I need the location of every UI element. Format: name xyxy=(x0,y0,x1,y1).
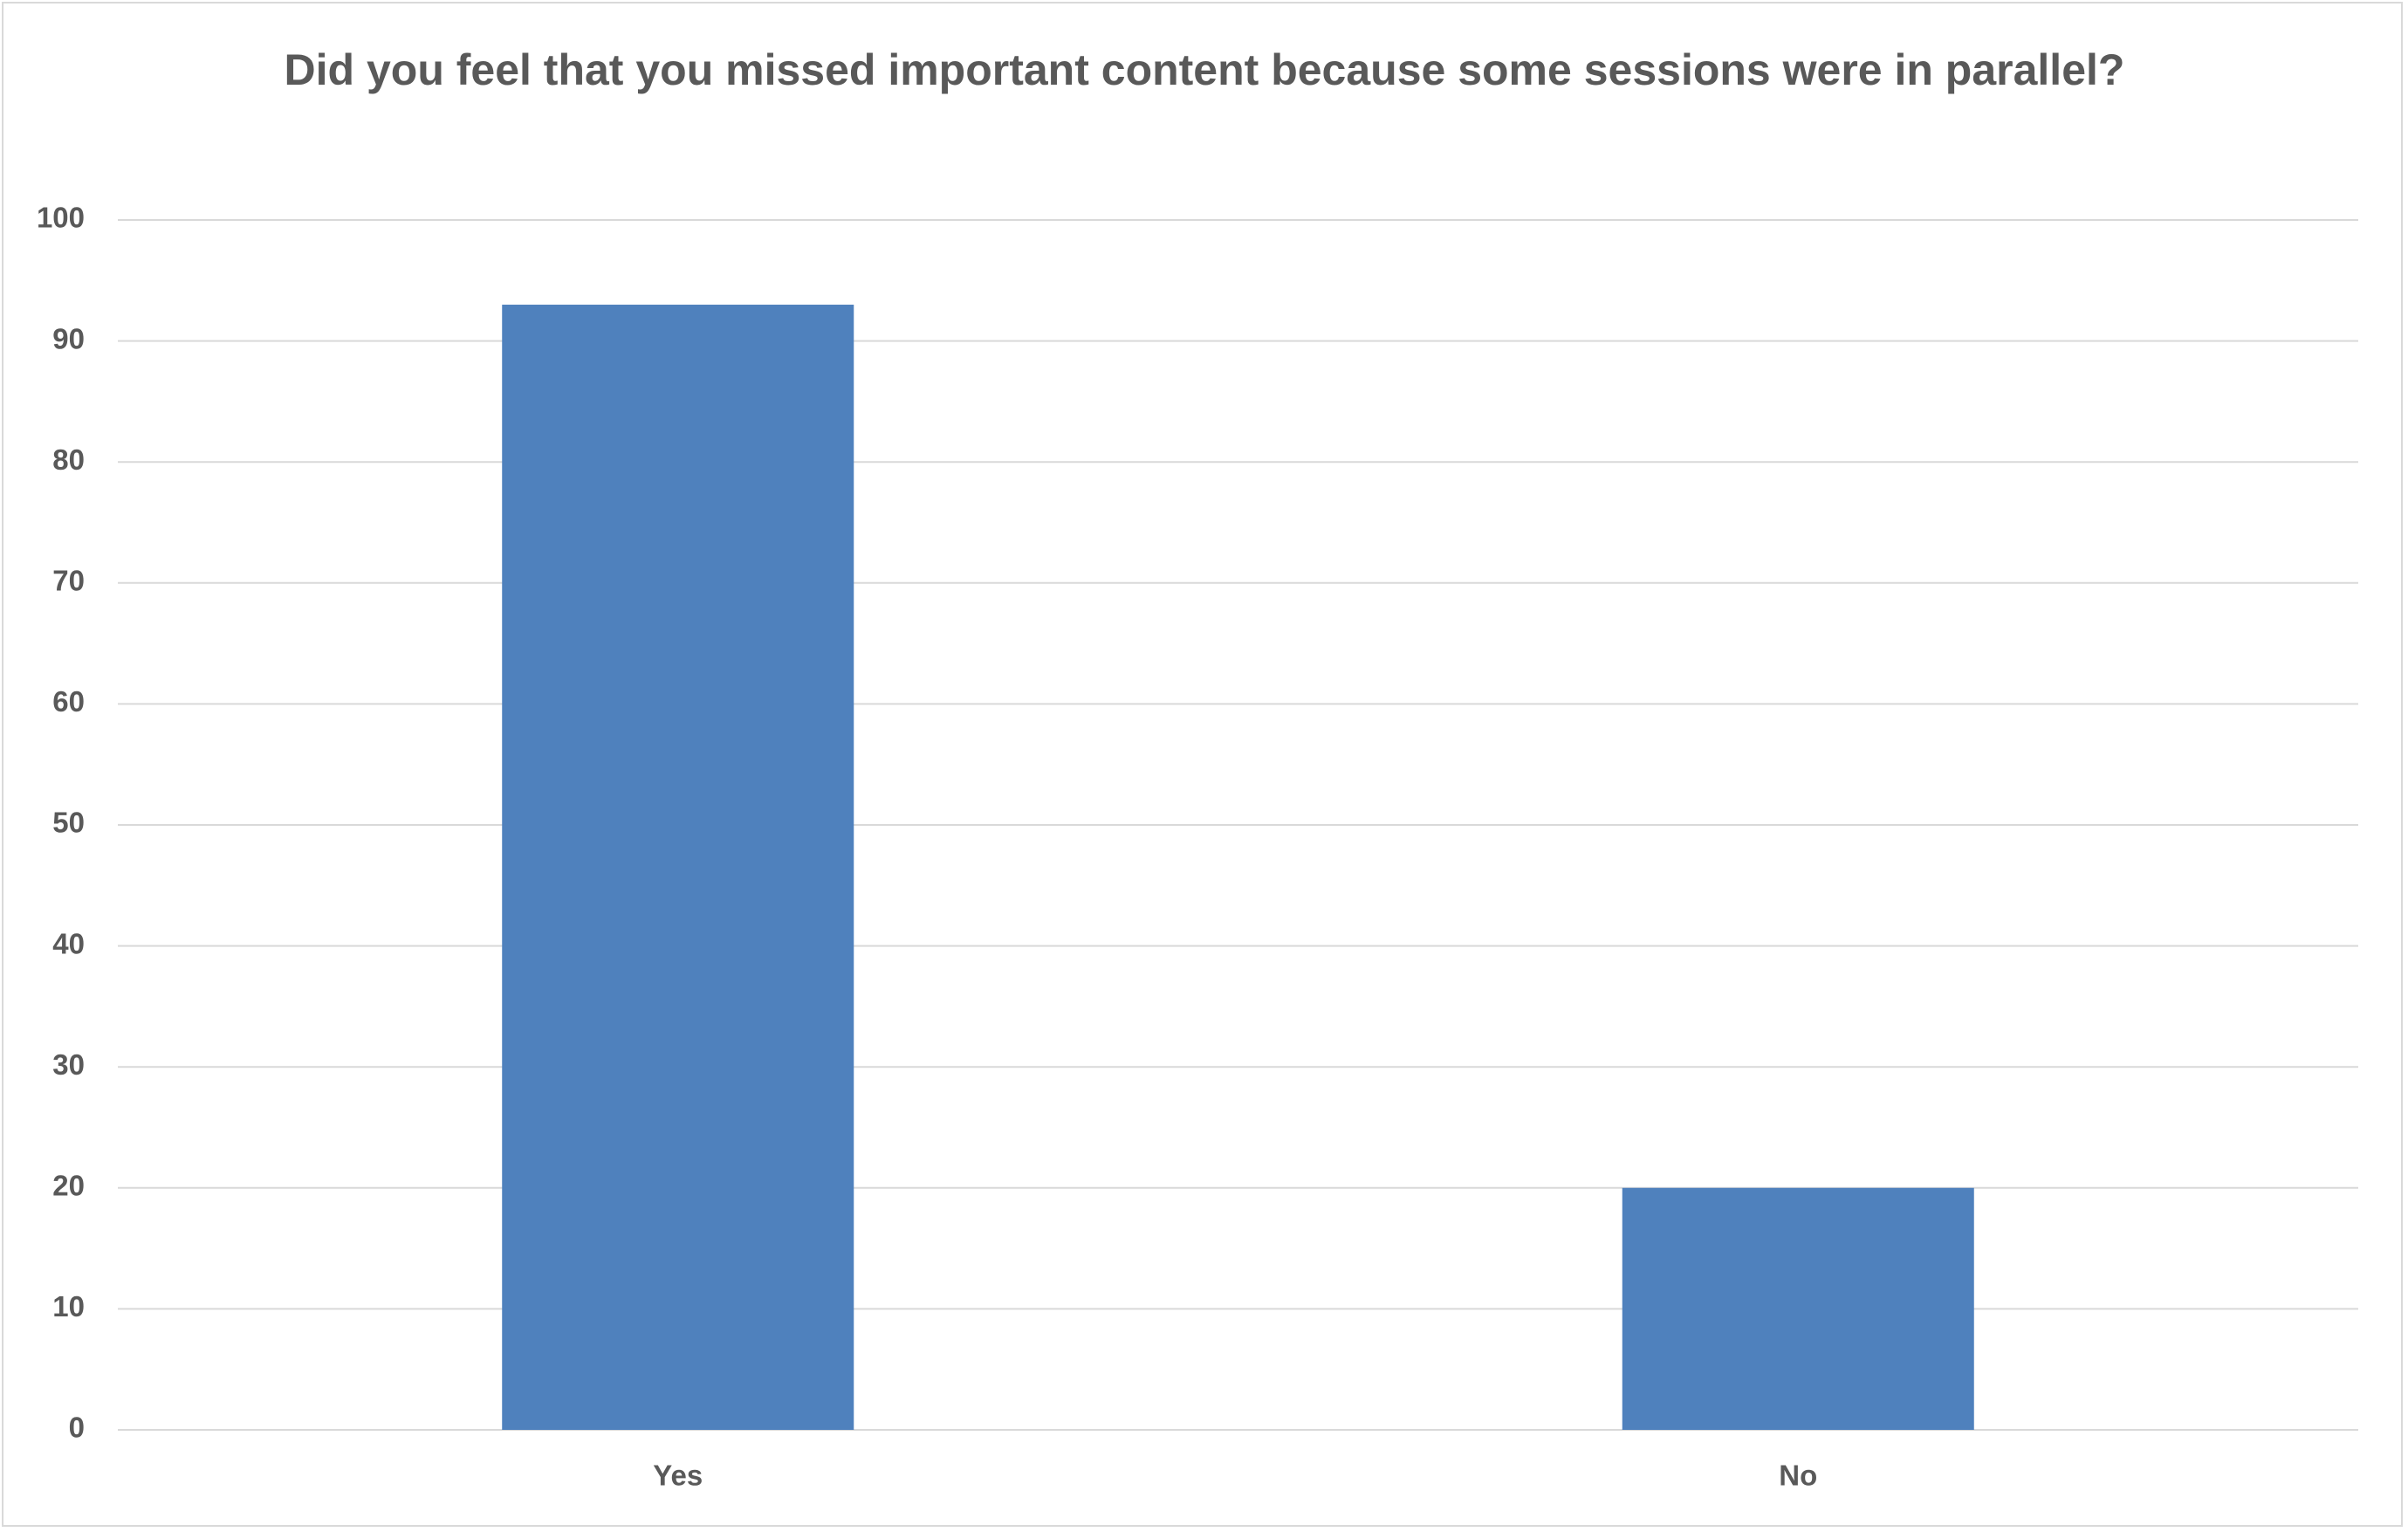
bar xyxy=(502,305,854,1430)
y-tick-label: 80 xyxy=(52,443,85,476)
chart-title: Did you feel that you missed important c… xyxy=(284,45,2125,94)
y-tick-label: 30 xyxy=(52,1048,85,1081)
y-tick-label: 40 xyxy=(52,927,85,959)
y-tick-label: 100 xyxy=(37,202,85,234)
y-tick-label: 70 xyxy=(52,565,85,597)
y-tick-label: 50 xyxy=(52,807,85,839)
bar xyxy=(1622,1187,1974,1430)
y-tick-label: 60 xyxy=(52,685,85,718)
y-tick-label: 90 xyxy=(52,322,85,354)
x-tick-label: Yes xyxy=(653,1460,703,1492)
x-tick-label: No xyxy=(1779,1460,1817,1492)
y-tick-label: 10 xyxy=(52,1290,85,1322)
y-tick-label: 0 xyxy=(69,1412,85,1444)
y-tick-label: 20 xyxy=(52,1170,85,1202)
